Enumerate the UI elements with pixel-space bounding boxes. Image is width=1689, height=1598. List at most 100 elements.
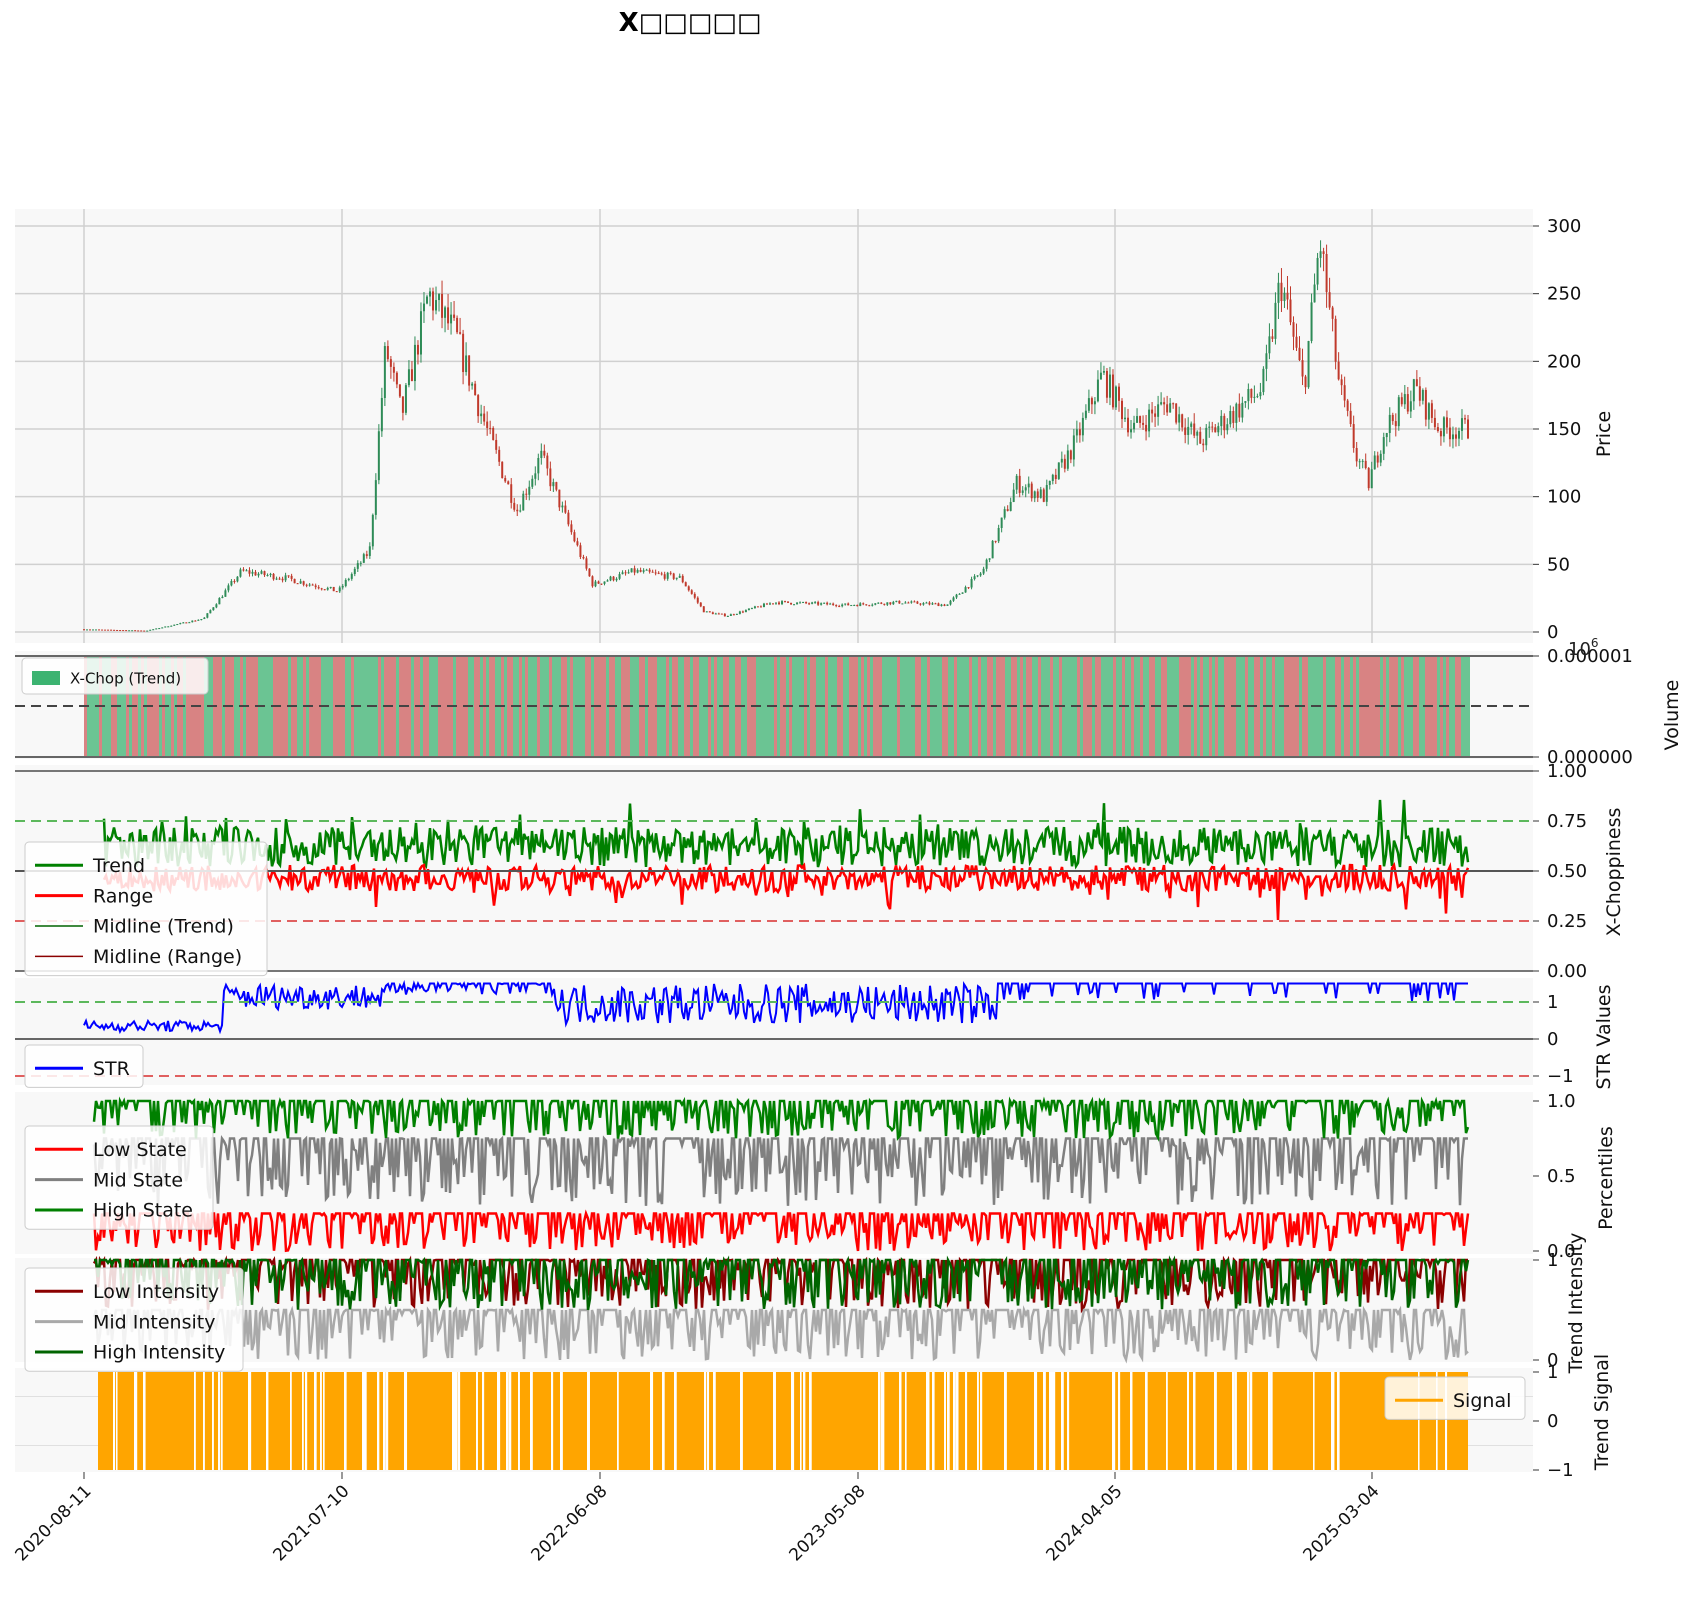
- price-candle: [185, 622, 188, 624]
- price-candle: [1367, 468, 1370, 489]
- price-candle: [1331, 307, 1334, 319]
- price-candle: [254, 571, 257, 576]
- signal-gap: [713, 1372, 716, 1470]
- price-candle: [1286, 292, 1289, 300]
- price-candle: [1241, 402, 1244, 418]
- price-candle: [907, 602, 910, 604]
- legend-label: High Intensity: [93, 1342, 225, 1364]
- signal-gap: [965, 1372, 968, 1470]
- price-candle: [1045, 485, 1048, 502]
- signal-gap: [1052, 1372, 1056, 1470]
- y-tick-label: 100: [1547, 487, 1581, 508]
- price-candle: [1382, 437, 1385, 454]
- volume-bar: [120, 656, 123, 757]
- volume-bar: [825, 656, 828, 757]
- signal-gap: [707, 1372, 710, 1470]
- volume-bar: [426, 656, 429, 757]
- price-candle: [293, 578, 296, 584]
- price-candle: [1379, 453, 1382, 463]
- price-candle: [1015, 475, 1018, 490]
- price-candle: [735, 613, 738, 615]
- y-axis-label: STR Values: [1593, 985, 1615, 1090]
- volume-bar: [1371, 656, 1374, 757]
- signal-gap: [1337, 1372, 1340, 1470]
- mid-intensity-line: [92, 1305, 1469, 1364]
- volume-bar: [1224, 656, 1227, 757]
- legend-label: Midline (Trend): [93, 916, 234, 938]
- price-candle: [558, 489, 561, 508]
- price-candle: [104, 629, 107, 631]
- price-candle: [1361, 460, 1364, 462]
- volume-bar: [1353, 656, 1356, 757]
- signal-gap: [476, 1372, 478, 1470]
- signal-gap: [1118, 1372, 1121, 1470]
- price-candle: [871, 604, 874, 606]
- signal-gap: [1268, 1372, 1271, 1470]
- price-candle: [946, 604, 949, 606]
- price-candle: [961, 592, 964, 594]
- price-candle: [1274, 302, 1277, 339]
- price-candle: [386, 346, 389, 360]
- volume-bar: [1404, 656, 1407, 757]
- price-candle: [621, 572, 624, 575]
- price-candle: [1424, 389, 1427, 420]
- price-candle: [462, 333, 465, 373]
- volume-bar: [1209, 656, 1212, 757]
- volume-bar: [1305, 656, 1308, 757]
- price-candle: [1298, 347, 1301, 361]
- volume-bar: [264, 656, 267, 757]
- price-candle: [131, 630, 134, 632]
- signal-gap: [248, 1372, 252, 1470]
- volume-bar: [1005, 656, 1008, 757]
- volume-bar: [921, 656, 924, 757]
- price-candle: [1370, 469, 1373, 489]
- signal-bars: [98, 1372, 1468, 1470]
- price-candle: [979, 573, 982, 576]
- price-candle: [86, 629, 89, 631]
- price-candle: [1024, 487, 1027, 491]
- price-candle: [1283, 292, 1286, 302]
- price-candle: [787, 601, 790, 603]
- price-candle: [1397, 397, 1400, 427]
- y-tick-label: 0.75: [1547, 811, 1587, 832]
- price-candle: [582, 556, 585, 559]
- signal-gap: [1250, 1372, 1253, 1470]
- volume-bar: [1149, 656, 1152, 757]
- price-candle: [1105, 370, 1108, 398]
- price-candle: [1175, 403, 1178, 423]
- price-candle: [753, 606, 756, 609]
- signal-gap: [530, 1372, 533, 1470]
- signal-gap: [266, 1372, 269, 1470]
- volume-bar: [987, 656, 990, 757]
- price-candle: [534, 473, 537, 479]
- price-candle: [949, 600, 952, 605]
- price-candle: [251, 571, 254, 574]
- signal-gap: [551, 1372, 554, 1470]
- signal-gap: [455, 1372, 458, 1470]
- price-candle: [1069, 450, 1072, 460]
- price-candle: [149, 629, 152, 631]
- legend-label: STR: [93, 1058, 130, 1080]
- price-candle: [278, 578, 281, 580]
- str-line: [83, 979, 1468, 1035]
- price-candle: [570, 524, 573, 533]
- price-candle: [356, 563, 359, 569]
- signal-gap: [518, 1372, 520, 1470]
- x-tick-labels: 2020-08-11 2021-07-10 2022-06-08 2023-05-08…: [12, 1481, 1384, 1565]
- price-candle: [1124, 417, 1127, 420]
- y-tick-label: −1: [1547, 1460, 1574, 1481]
- price-candle: [1027, 483, 1030, 488]
- signal-gap: [899, 1372, 902, 1470]
- volume-bar: [909, 656, 912, 757]
- choppiness-lines: [102, 799, 1470, 921]
- signal-gap: [452, 1372, 456, 1470]
- price-candle: [660, 573, 663, 575]
- price-candle: [814, 602, 817, 604]
- price-candle: [1313, 284, 1316, 303]
- price-candle: [1214, 427, 1217, 433]
- price-candle: [456, 317, 459, 333]
- price-candle: [329, 586, 332, 588]
- signal-gap: [1130, 1372, 1133, 1470]
- volume-bar: [141, 656, 144, 757]
- price-candle: [844, 603, 847, 605]
